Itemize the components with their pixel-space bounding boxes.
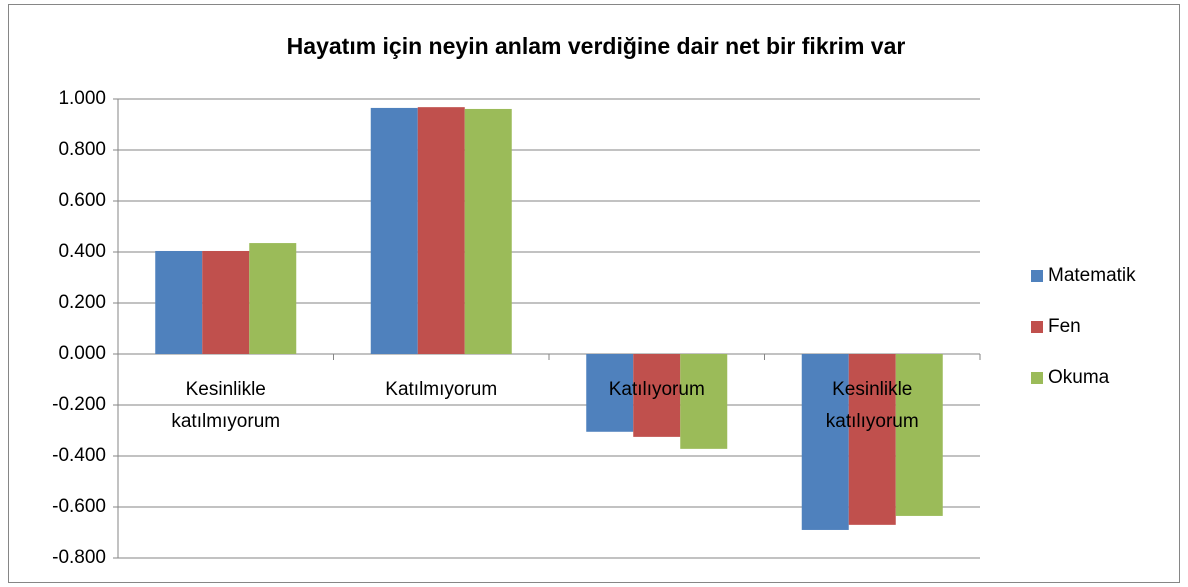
x-tick-label: Katılıyorum (608, 379, 705, 400)
y-tick-label: 0.400 (58, 241, 106, 262)
y-tick-label: -0.400 (52, 445, 106, 466)
bar (848, 354, 896, 525)
y-tick-label: 0.600 (58, 190, 106, 211)
bar (633, 354, 681, 437)
x-tick-label: Kesinlikle katılmıyorum (171, 379, 281, 432)
y-tick-label: 0.000 (58, 343, 106, 364)
legend-label: Okuma (1048, 367, 1110, 388)
chart-title: Hayatım için neyin anlam verdiğine dair … (287, 33, 906, 59)
y-tick-label: -0.600 (52, 496, 106, 517)
bar (202, 250, 250, 354)
y-tick-label: 1.000 (58, 88, 106, 109)
bar (895, 354, 943, 516)
bar (417, 107, 465, 354)
x-tick-label: Katılmıyorum (385, 379, 498, 400)
bar (464, 108, 512, 354)
bar (680, 354, 728, 449)
bar (155, 250, 203, 354)
y-tick-label: -0.800 (52, 547, 106, 568)
legend-label: Fen (1048, 316, 1081, 337)
legend-label: Matematik (1048, 265, 1136, 286)
bar (801, 354, 849, 530)
bar (249, 243, 297, 354)
y-tick-label: -0.200 (52, 394, 106, 415)
y-tick-label: 0.200 (58, 292, 106, 313)
legend-swatch (1031, 372, 1043, 384)
y-tick-label: 0.800 (58, 139, 106, 160)
legend-swatch (1031, 321, 1043, 333)
x-tick-label: Kesinlikle katılıyorum (825, 379, 919, 432)
legend-swatch (1031, 270, 1043, 282)
bar (370, 107, 418, 354)
bar (586, 354, 634, 432)
